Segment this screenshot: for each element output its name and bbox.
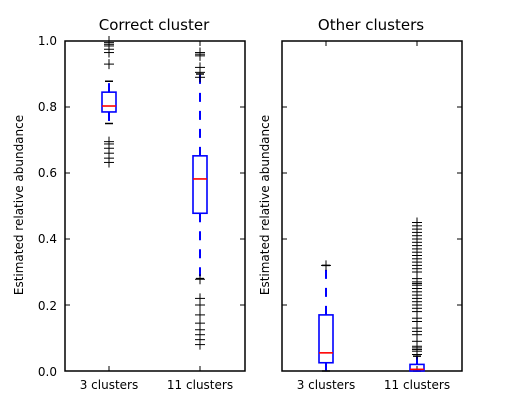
outlier-marker — [195, 293, 205, 304]
y-tick-label: 1.0 — [38, 34, 57, 48]
box — [318, 314, 334, 364]
outlier-marker — [195, 47, 205, 58]
y-tick-label: 0.8 — [38, 100, 57, 114]
plot-area — [64, 36, 246, 372]
x-tick-label: 3 clusters — [297, 378, 356, 392]
y-tick-label: 0.4 — [38, 232, 57, 246]
panel-title: Other clusters — [318, 16, 424, 34]
outlier-marker — [412, 217, 422, 228]
box — [409, 363, 425, 372]
axes-frame — [281, 40, 463, 372]
x-tick-label: 11 clusters — [167, 378, 233, 392]
panel-correct-cluster: Correct cluster Estimated relative abund… — [12, 16, 246, 392]
outlier-marker — [104, 36, 114, 46]
outlier-marker — [104, 136, 114, 147]
plot-area — [281, 40, 463, 372]
outlier-marker — [321, 260, 331, 271]
box — [101, 91, 117, 113]
y-tick-label: 0.6 — [38, 166, 57, 180]
x-tick-label: 3 clusters — [80, 378, 139, 392]
panel-other-clusters: Other clusters Estimated relative abunda… — [258, 16, 463, 392]
outlier-marker — [104, 59, 114, 70]
y-axis-label: Estimated relative abundance — [12, 115, 26, 295]
x-tick-label: 11 clusters — [384, 378, 450, 392]
outlier-marker — [195, 309, 205, 320]
outlier-marker — [195, 274, 205, 285]
outlier-marker — [195, 62, 205, 73]
y-tick-label: 0.2 — [38, 299, 57, 313]
box — [192, 155, 208, 215]
panel-title: Correct cluster — [99, 16, 210, 34]
y-tick-label: 0.0 — [38, 365, 57, 379]
axes-frame — [64, 40, 246, 372]
y-axis-label: Estimated relative abundance — [258, 115, 272, 295]
